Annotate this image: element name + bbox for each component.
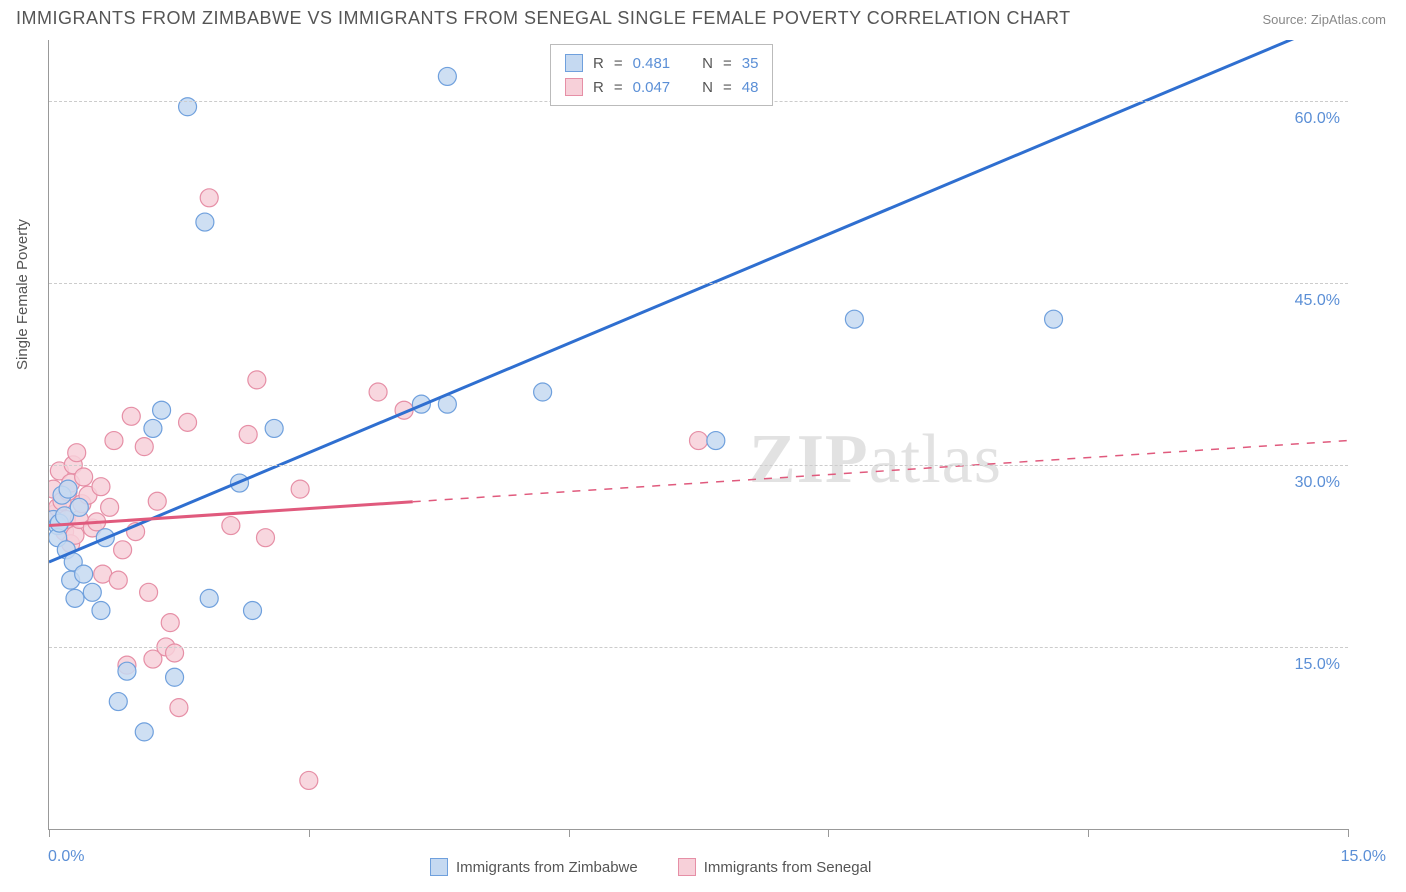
swatch-senegal <box>565 78 583 96</box>
source-attribution: Source: ZipAtlas.com <box>1262 12 1386 27</box>
y-tick-label: 30.0% <box>1295 474 1340 492</box>
y-tick-label: 45.0% <box>1295 292 1340 310</box>
series-label-zimbabwe: Immigrants from Zimbabwe <box>456 859 638 876</box>
r-value-zimbabwe: 0.481 <box>633 55 671 72</box>
y-tick-label: 15.0% <box>1295 656 1340 674</box>
r-symbol: R <box>593 55 604 72</box>
n-value-senegal: 48 <box>742 79 759 96</box>
swatch-zimbabwe <box>565 54 583 72</box>
watermark-atlas: atlas <box>869 421 1002 498</box>
y-tick-label: 60.0% <box>1295 110 1340 128</box>
watermark-zip: ZIP <box>749 421 869 498</box>
swatch-zimbabwe <box>430 858 448 876</box>
r-symbol: R <box>593 79 604 96</box>
swatch-senegal <box>678 858 696 876</box>
watermark: ZIPatlas <box>749 420 1002 500</box>
n-symbol: N <box>702 79 713 96</box>
equals-sign: = <box>723 55 732 72</box>
y-axis-label: Single Female Poverty <box>14 219 31 370</box>
x-tick-label-min: 0.0% <box>48 848 84 866</box>
legend-stats-row-senegal: R = 0.047 N = 48 <box>565 75 758 99</box>
plot-area: ZIPatlas 15.0% 30.0% 45.0% 60.0% <box>48 40 1348 830</box>
legend-item-senegal: Immigrants from Senegal <box>678 858 872 876</box>
equals-sign: = <box>614 79 623 96</box>
x-tick-label-max: 15.0% <box>1341 848 1386 866</box>
legend-stats-row-zimbabwe: R = 0.481 N = 35 <box>565 51 758 75</box>
equals-sign: = <box>614 55 623 72</box>
series-label-senegal: Immigrants from Senegal <box>704 859 872 876</box>
chart-title: IMMIGRANTS FROM ZIMBABWE VS IMMIGRANTS F… <box>16 8 1071 29</box>
legend-series: Immigrants from Zimbabwe Immigrants from… <box>430 858 871 876</box>
n-value-zimbabwe: 35 <box>742 55 759 72</box>
n-symbol: N <box>702 55 713 72</box>
legend-stats: R = 0.481 N = 35 R = 0.047 N = 48 <box>550 44 773 106</box>
equals-sign: = <box>723 79 732 96</box>
chart-svg <box>49 40 1348 829</box>
legend-item-zimbabwe: Immigrants from Zimbabwe <box>430 858 638 876</box>
r-value-senegal: 0.047 <box>633 79 671 96</box>
